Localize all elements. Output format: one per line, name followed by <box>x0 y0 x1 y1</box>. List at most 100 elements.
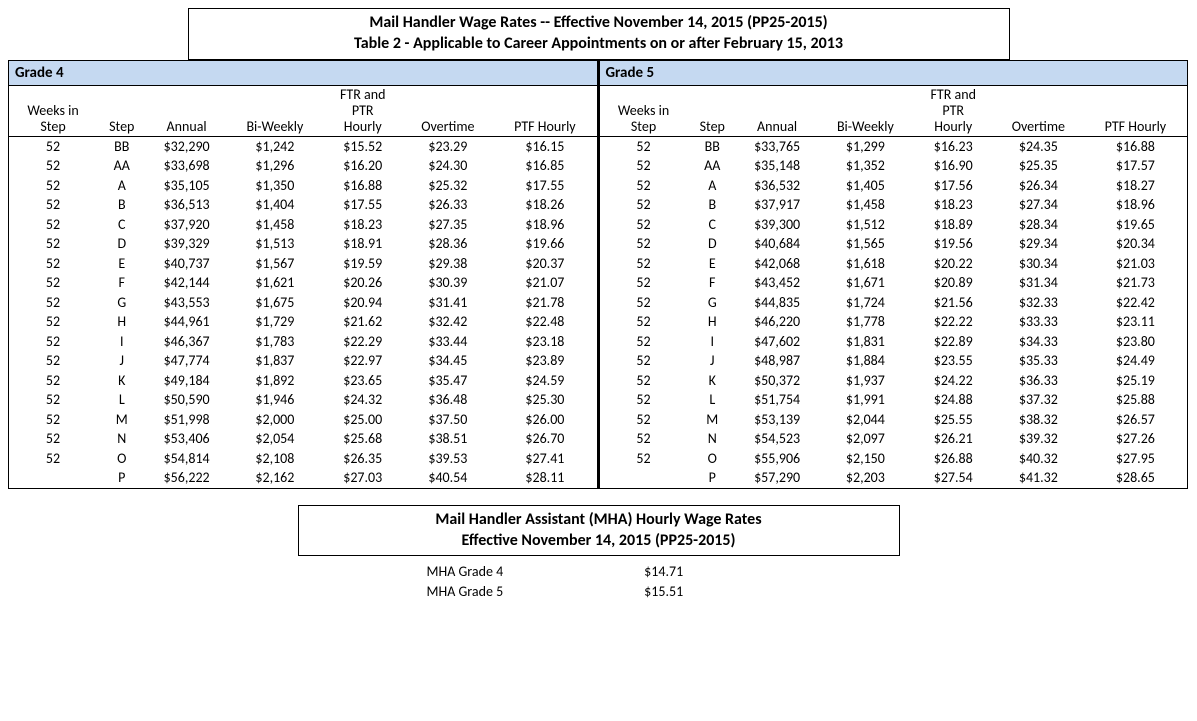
table-row: 52AA$33,698$1,296$16.20$24.30$16.85 <box>9 156 597 176</box>
cell-ptf: $22.48 <box>493 312 596 332</box>
cell-step: B <box>97 195 146 215</box>
cell-ptf: $17.57 <box>1084 156 1187 176</box>
title-line2: Table 2 - Applicable to Career Appointme… <box>189 34 1009 55</box>
cell-ot: $32.42 <box>402 312 493 332</box>
cell-ptf: $22.42 <box>1084 293 1187 313</box>
col-ftr-ptr-hourly: FTR andPTRHourly <box>323 86 402 137</box>
cell-ot: $39.53 <box>402 449 493 469</box>
col-biweekly: Bi-Weekly <box>817 86 913 137</box>
col-biweekly: Bi-Weekly <box>227 86 323 137</box>
cell-weeks: 52 <box>600 176 688 196</box>
cell-weeks: 52 <box>600 156 688 176</box>
cell-ptf: $21.07 <box>493 273 596 293</box>
cell-annual: $51,754 <box>737 390 817 410</box>
col-overtime: Overtime <box>402 86 493 137</box>
cell-ot: $34.33 <box>993 332 1084 352</box>
cell-hourly: $20.94 <box>323 293 402 313</box>
cell-annual: $44,835 <box>737 293 817 313</box>
cell-hourly: $18.89 <box>914 215 993 235</box>
cell-hourly: $20.22 <box>914 254 993 274</box>
cell-biweekly: $1,512 <box>817 215 913 235</box>
mha-title-box: Mail Handler Assistant (MHA) Hourly Wage… <box>298 505 900 557</box>
cell-hourly: $25.55 <box>914 410 993 430</box>
cell-ot: $37.50 <box>402 410 493 430</box>
cell-ot: $25.35 <box>993 156 1084 176</box>
cell-ptf: $18.27 <box>1084 176 1187 196</box>
cell-annual: $46,367 <box>146 332 226 352</box>
cell-ot: $40.32 <box>993 449 1084 469</box>
cell-ptf: $26.70 <box>493 429 596 449</box>
cell-step: C <box>97 215 146 235</box>
cell-biweekly: $1,242 <box>227 136 323 156</box>
cell-biweekly: $2,108 <box>227 449 323 469</box>
col-step: Step <box>688 86 737 137</box>
cell-ptf: $24.49 <box>1084 351 1187 371</box>
cell-biweekly: $2,097 <box>817 429 913 449</box>
cell-step: N <box>688 429 737 449</box>
cell-hourly: $17.55 <box>323 195 402 215</box>
cell-hourly: $21.56 <box>914 293 993 313</box>
cell-biweekly: $1,783 <box>227 332 323 352</box>
cell-ot: $36.33 <box>993 371 1084 391</box>
table-row: 52C$39,300$1,512$18.89$28.34$19.65 <box>600 215 1188 235</box>
grade5-table: Grade 5 Weeks inStep Step Annual Bi-Week… <box>600 61 1188 488</box>
cell-annual: $43,452 <box>737 273 817 293</box>
cell-ptf: $19.65 <box>1084 215 1187 235</box>
cell-step: F <box>688 273 737 293</box>
cell-weeks: 52 <box>600 312 688 332</box>
cell-step: K <box>688 371 737 391</box>
cell-step: O <box>97 449 146 469</box>
mha-title-line1: Mail Handler Assistant (MHA) Hourly Wage… <box>299 510 899 531</box>
cell-ot: $38.32 <box>993 410 1084 430</box>
table-row: 52N$54,523$2,097$26.21$39.32$27.26 <box>600 429 1188 449</box>
cell-biweekly: $2,044 <box>817 410 913 430</box>
cell-hourly: $26.21 <box>914 429 993 449</box>
title-line1: Mail Handler Wage Rates -- Effective Nov… <box>189 13 1009 34</box>
cell-hourly: $25.68 <box>323 429 402 449</box>
cell-step: BB <box>97 136 146 156</box>
cell-step: G <box>97 293 146 313</box>
cell-step: J <box>688 351 737 371</box>
col-weeks-in-step: Weeks inStep <box>9 86 97 137</box>
table-row: 52N$53,406$2,054$25.68$38.51$26.70 <box>9 429 597 449</box>
mha-rate: $14.71 <box>604 562 778 582</box>
cell-step: E <box>688 254 737 274</box>
cell-ptf: $28.11 <box>493 468 596 488</box>
cell-ptf: $28.65 <box>1084 468 1187 488</box>
cell-biweekly: $2,054 <box>227 429 323 449</box>
table-row: 52O$54,814$2,108$26.35$39.53$27.41 <box>9 449 597 469</box>
cell-annual: $40,684 <box>737 234 817 254</box>
cell-step: L <box>688 390 737 410</box>
cell-hourly: $18.91 <box>323 234 402 254</box>
cell-hourly: $23.55 <box>914 351 993 371</box>
cell-weeks <box>600 468 688 488</box>
cell-ot: $32.33 <box>993 293 1084 313</box>
cell-ot: $31.34 <box>993 273 1084 293</box>
cell-ptf: $25.88 <box>1084 390 1187 410</box>
mha-title-line2: Effective November 14, 2015 (PP25-2015) <box>299 531 899 552</box>
cell-ot: $41.32 <box>993 468 1084 488</box>
table-row: 52D$40,684$1,565$19.56$29.34$20.34 <box>600 234 1188 254</box>
cell-ot: $30.34 <box>993 254 1084 274</box>
cell-step: P <box>97 468 146 488</box>
cell-annual: $35,148 <box>737 156 817 176</box>
cell-biweekly: $1,567 <box>227 254 323 274</box>
cell-step: G <box>688 293 737 313</box>
col-ptf-hourly: PTF Hourly <box>1084 86 1187 137</box>
cell-biweekly: $1,513 <box>227 234 323 254</box>
mha-rate: $15.51 <box>604 582 778 602</box>
cell-weeks: 52 <box>9 195 97 215</box>
mha-label: MHA Grade 5 <box>419 582 605 602</box>
cell-ot: $33.44 <box>402 332 493 352</box>
cell-annual: $54,523 <box>737 429 817 449</box>
cell-annual: $44,961 <box>146 312 226 332</box>
cell-annual: $40,737 <box>146 254 226 274</box>
cell-annual: $37,920 <box>146 215 226 235</box>
cell-weeks: 52 <box>600 351 688 371</box>
cell-weeks: 52 <box>600 371 688 391</box>
cell-hourly: $23.65 <box>323 371 402 391</box>
cell-weeks: 52 <box>9 176 97 196</box>
cell-biweekly: $1,937 <box>817 371 913 391</box>
cell-ot: $23.29 <box>402 136 493 156</box>
table-row: 52M$53,139$2,044$25.55$38.32$26.57 <box>600 410 1188 430</box>
